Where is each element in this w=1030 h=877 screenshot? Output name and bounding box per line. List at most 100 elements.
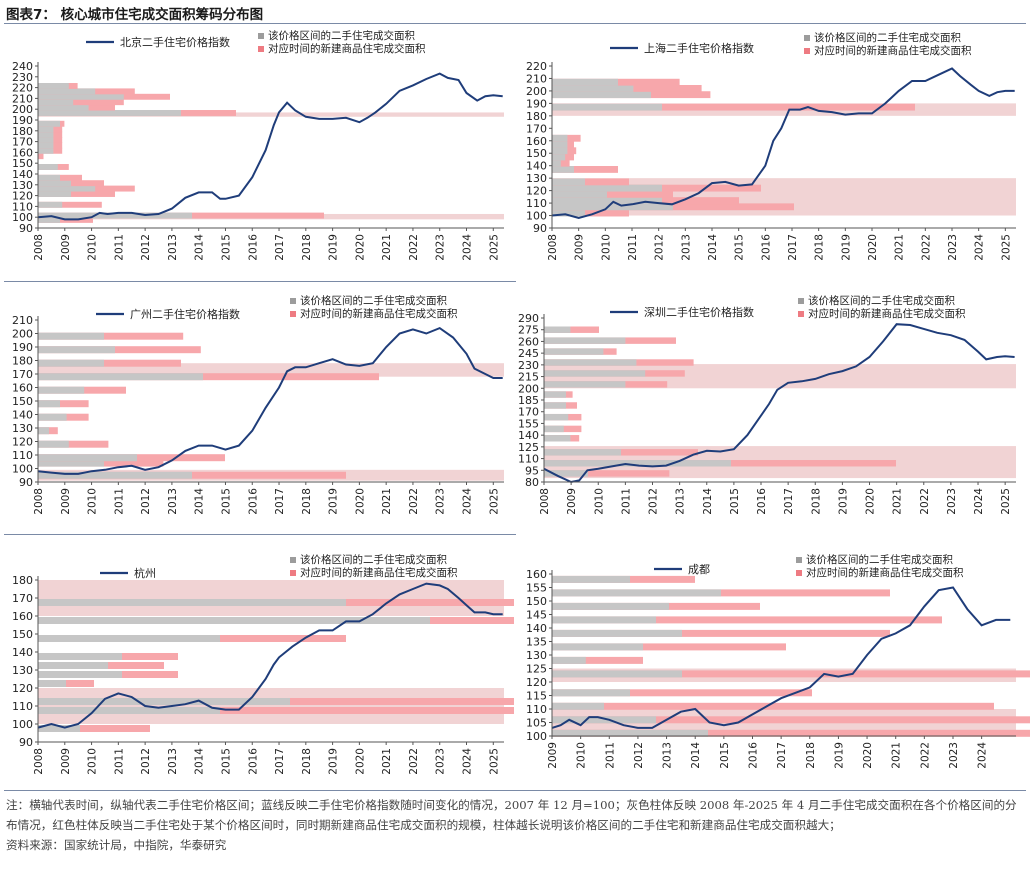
x-tick-label: 2008 <box>33 488 45 515</box>
source-text: 资料来源：国家统计局，中指院，华泰研究 <box>6 838 227 852</box>
x-tick-label: 2009 <box>60 748 72 775</box>
bar-second-hand-5 <box>38 413 67 421</box>
y-tick-label: 200 <box>12 328 33 341</box>
legend-line-label: 北京二手住宅价格指数 <box>120 35 230 49</box>
y-tick-label: 170 <box>12 592 33 605</box>
y-tick-label: 120 <box>12 436 33 449</box>
x-tick-label: 2023 <box>435 748 447 775</box>
x-tick-label: 2018 <box>301 748 313 775</box>
x-tick-label: 2025 <box>1000 488 1012 515</box>
bar-second-hand-4 <box>38 671 122 678</box>
x-tick-label: 2022 <box>919 742 931 769</box>
chart-shenzhen: 8095110125140155170185200215230245260275… <box>518 294 1016 515</box>
bar-second-hand-9 <box>38 147 54 154</box>
bar-new-home-0 <box>552 729 1030 737</box>
x-tick-label: 2018 <box>805 742 817 769</box>
y-tick-label: 170 <box>518 406 539 419</box>
row-divider-2 <box>4 534 516 535</box>
x-tick-label: 2021 <box>892 488 904 515</box>
x-tick-label: 2012 <box>140 748 152 775</box>
title-divider <box>4 23 1026 24</box>
bar-second-hand-0 <box>38 471 192 479</box>
bar-second-hand-10 <box>552 589 721 597</box>
x-tick-label: 2010 <box>593 488 605 515</box>
x-tick-label: 2016 <box>760 234 772 261</box>
bar-second-hand-11 <box>552 575 630 583</box>
x-tick-label: 2018 <box>810 488 822 515</box>
notes-divider <box>4 790 1026 791</box>
chart-hangzhou: 90 100 110 120 130 140 150 160 170 180 2008 2009 201… <box>12 553 514 775</box>
bar-second-hand-7 <box>544 391 566 398</box>
x-tick-label: 2019 <box>837 488 849 515</box>
y-tick-label: 240 <box>12 60 33 73</box>
legend-red-label: 对应时间的新建商品住宅成交面积 <box>268 42 426 55</box>
legend-gray-swatch <box>804 35 810 41</box>
bar-second-hand-9 <box>552 147 568 155</box>
x-tick-label: 2008 <box>33 748 45 775</box>
x-tick-label: 2018 <box>301 488 313 515</box>
bar-second-hand-6 <box>552 643 643 651</box>
y-tick-label: 160 <box>12 610 33 623</box>
y-tick-label: 190 <box>12 341 33 354</box>
y-tick-label: 140 <box>12 646 33 659</box>
x-tick-label: 2021 <box>381 488 393 515</box>
bar-new-home-12 <box>552 103 915 111</box>
x-tick-label: 2023 <box>435 234 447 261</box>
bar-second-hand-0 <box>544 470 588 477</box>
x-tick-label: 2009 <box>566 488 578 515</box>
bar-new-home-0 <box>552 209 629 217</box>
bar-second-hand-10 <box>38 346 115 354</box>
x-tick-label: 2019 <box>840 234 852 261</box>
bar-new-home-8 <box>38 373 379 381</box>
bar-new-home-2 <box>38 201 102 208</box>
bar-second-hand-3 <box>38 440 69 448</box>
legend-red-label: 对应时间的新建商品住宅成交面积 <box>300 566 458 579</box>
bar-second-hand-17 <box>38 99 74 106</box>
bar-new-home-17 <box>38 99 124 106</box>
bar-new-home-3 <box>38 191 115 197</box>
x-tick-label: 2014 <box>690 742 702 769</box>
x-tick-label: 2013 <box>680 234 692 261</box>
price-index-line <box>551 67 1015 220</box>
bar-second-hand-10 <box>552 141 568 148</box>
x-tick-label: 2021 <box>381 748 393 775</box>
x-tick-label: 2014 <box>194 748 206 775</box>
x-tick-label: 2008 <box>33 234 45 261</box>
x-tick-label: 2010 <box>87 488 99 515</box>
x-tick-label: 2009 <box>547 742 559 769</box>
legend-gray-swatch <box>290 298 296 304</box>
x-tick-label: 2015 <box>729 488 741 515</box>
y-tick-label: 130 <box>12 422 33 435</box>
y-tick-label: 150 <box>526 595 547 608</box>
y-tick-label: 130 <box>12 664 33 677</box>
bar-second-hand-9 <box>544 370 646 377</box>
bar-second-hand-5 <box>552 656 586 664</box>
x-tick-label: 2010 <box>87 234 99 261</box>
band-0 <box>38 688 504 724</box>
price-index-line <box>37 72 503 221</box>
x-tick-label: 2022 <box>919 488 931 515</box>
y-tick-label: 210 <box>526 72 547 85</box>
x-tick-label: 2025 <box>488 748 500 775</box>
bar-new-home-13 <box>544 326 599 333</box>
y-tick-label: 125 <box>526 663 547 676</box>
y-tick-label: 140 <box>12 168 33 181</box>
bar-second-hand-10 <box>544 359 637 366</box>
bar-new-home-6 <box>38 400 89 408</box>
y-tick-label: 90 <box>19 222 33 235</box>
x-tick-label: 2012 <box>648 488 660 515</box>
x-tick-label: 2013 <box>662 742 674 769</box>
x-tick-label: 2012 <box>140 234 152 261</box>
bar-new-home-3 <box>552 190 673 198</box>
bar-second-hand-11 <box>38 137 54 143</box>
x-tick-label: 2014 <box>702 488 714 515</box>
x-tick-label: 2017 <box>274 234 286 261</box>
y-tick-label: 220 <box>526 60 547 73</box>
legend-red-label: 对应时间的新建商品住宅成交面积 <box>814 44 972 57</box>
x-tick-label: 2020 <box>867 234 879 261</box>
x-tick-label: 2020 <box>354 234 366 261</box>
x-tick-label: 2016 <box>247 234 259 261</box>
y-tick-label: 110 <box>526 197 547 210</box>
figure-title: 图表7： 核心城市住宅成交面积筹码分布图 <box>6 7 264 23</box>
bar-second-hand-5 <box>38 662 108 669</box>
